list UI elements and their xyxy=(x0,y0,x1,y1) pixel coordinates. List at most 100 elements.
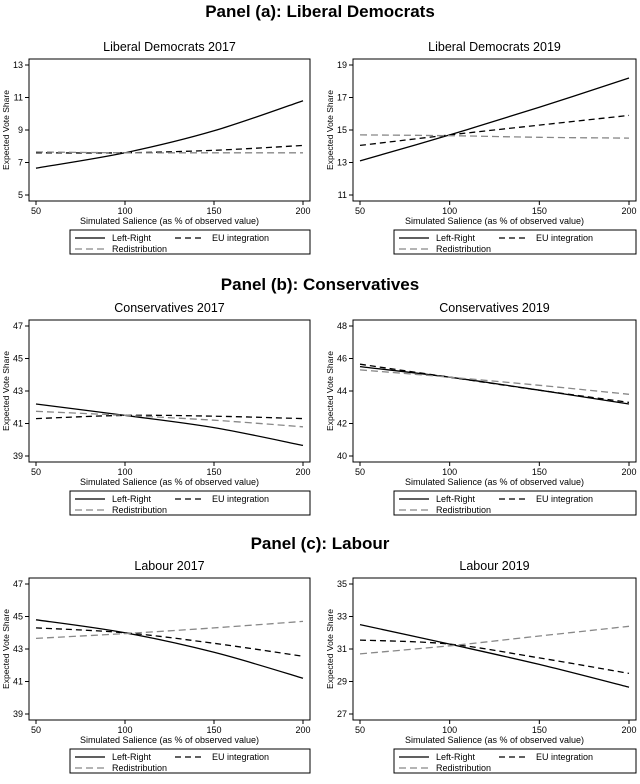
y-tick-label: 47 xyxy=(13,321,23,331)
x-tick-label: 100 xyxy=(117,725,132,735)
x-axis-label: Simulated Salience (as % of observed val… xyxy=(405,216,584,226)
x-axis-label: Simulated Salience (as % of observed val… xyxy=(405,477,584,487)
x-tick-label: 200 xyxy=(295,467,310,477)
chart-liberal-democrats-2019: Liberal Democrats 2019 11 13 15 17 19 50 100 150… xyxy=(325,40,637,255)
y-axis-label: Expected Vote Share xyxy=(325,609,335,689)
y-axis-label: Expected Vote Share xyxy=(325,90,335,170)
y-axis-label: Expected Vote Share xyxy=(1,90,11,170)
series-line-eu-integration xyxy=(359,363,630,404)
x-tick-label: 150 xyxy=(532,467,547,477)
series-line-redistribution xyxy=(35,151,303,154)
y-tick-label: 11 xyxy=(14,93,23,103)
series-line-left-right xyxy=(359,77,630,162)
legend xyxy=(393,490,637,516)
x-axis-label: Simulated Salience (as % of observed val… xyxy=(80,477,259,487)
panel-title: Panel (b): Conservatives xyxy=(221,275,419,294)
y-tick-label: 33 xyxy=(337,612,347,622)
y-tick-label: 5 xyxy=(18,190,23,200)
x-tick-label: 200 xyxy=(621,206,636,216)
x-tick-label: 200 xyxy=(295,725,310,735)
x-tick-label: 50 xyxy=(31,206,41,216)
x-tick-label: 50 xyxy=(355,467,365,477)
x-tick-label: 150 xyxy=(532,725,547,735)
y-tick-label: 13 xyxy=(337,158,347,168)
x-tick-label: 100 xyxy=(442,467,457,477)
y-tick-label: 11 xyxy=(338,190,347,200)
chart-title: Labour 2019 xyxy=(459,559,529,573)
legend-label: EU integration xyxy=(536,233,593,243)
series-line-redistribution xyxy=(359,134,630,139)
x-tick-label: 200 xyxy=(295,206,310,216)
y-tick-label: 7 xyxy=(18,158,23,168)
x-tick-label: 50 xyxy=(355,725,365,735)
y-tick-label: 47 xyxy=(13,579,23,589)
x-tick-label: 200 xyxy=(621,725,636,735)
y-axis-label: Expected Vote Share xyxy=(325,351,335,431)
x-tick-label: 100 xyxy=(117,467,132,477)
series-line-left-right xyxy=(359,623,630,688)
plot-frame xyxy=(28,577,311,721)
chart-title: Liberal Democrats 2017 xyxy=(103,40,236,54)
y-tick-label: 41 xyxy=(13,677,23,687)
y-tick-label: 45 xyxy=(13,354,23,364)
y-tick-label: 41 xyxy=(13,419,23,429)
legend-label: Left-Right xyxy=(112,233,152,243)
panel-title: Panel (a): Liberal Democrats xyxy=(205,2,435,21)
chart-conservatives-2019: Conservatives 2019 40 42 44 46 48 50 100 150 200 S… xyxy=(325,301,637,516)
legend xyxy=(69,229,311,255)
series-line-redistribution xyxy=(35,410,304,428)
x-tick-label: 150 xyxy=(206,467,221,477)
y-tick-label: 15 xyxy=(337,125,347,135)
y-axis-label: Expected Vote Share xyxy=(1,609,11,689)
series-line-eu-integration xyxy=(359,639,630,675)
x-tick-label: 150 xyxy=(206,725,221,735)
series-line-left-right xyxy=(35,619,304,679)
chart-labour-2017: Labour 2017 39 41 43 45 47 50 100 150 200 Simulate… xyxy=(1,559,311,774)
y-tick-label: 44 xyxy=(337,386,347,396)
plot-frame xyxy=(28,319,311,463)
legend-label: Redistribution xyxy=(436,763,491,773)
series-line-eu-integration xyxy=(35,144,304,154)
x-tick-label: 100 xyxy=(442,725,457,735)
series-line-eu-integration xyxy=(35,414,304,420)
chart-conservatives-2017: Conservatives 2017 39 41 43 45 47 50 100 150 200 S… xyxy=(1,301,311,516)
y-tick-label: 13 xyxy=(13,60,23,70)
legend-label: EU integration xyxy=(536,494,593,504)
chart-liberal-democrats-2017: Liberal Democrats 2017 5 7 9 11 13 50 100 150 200… xyxy=(1,40,311,255)
chart-title: Liberal Democrats 2019 xyxy=(428,40,561,54)
plot-frame xyxy=(28,58,311,202)
chart-title: Labour 2017 xyxy=(134,559,204,573)
y-tick-label: 46 xyxy=(337,354,347,364)
legend xyxy=(393,229,637,255)
x-axis-label: Simulated Salience (as % of observed val… xyxy=(80,735,259,745)
y-tick-label: 48 xyxy=(337,321,347,331)
legend-label: Left-Right xyxy=(112,494,152,504)
x-axis-label: Simulated Salience (as % of observed val… xyxy=(80,216,259,226)
y-tick-label: 29 xyxy=(337,677,347,687)
series-line-redistribution xyxy=(35,620,304,640)
legend-label: Redistribution xyxy=(112,244,167,254)
y-tick-label: 39 xyxy=(13,709,23,719)
y-tick-label: 39 xyxy=(13,451,23,461)
x-tick-label: 150 xyxy=(206,206,221,216)
legend xyxy=(393,748,637,774)
y-tick-label: 45 xyxy=(13,612,23,622)
panel-title: Panel (c): Labour xyxy=(251,534,390,553)
chart-title: Conservatives 2019 xyxy=(439,301,550,315)
y-tick-label: 43 xyxy=(13,386,23,396)
legend-label: EU integration xyxy=(536,752,593,762)
chart-labour-2019: Labour 2019 27 29 31 33 35 50 100 150 200 Simulate… xyxy=(325,559,637,774)
x-tick-label: 50 xyxy=(355,206,365,216)
legend xyxy=(69,748,311,774)
plot-frame xyxy=(352,577,637,721)
series-line-redistribution xyxy=(359,369,630,395)
series-line-left-right xyxy=(35,403,304,447)
legend-label: Redistribution xyxy=(436,505,491,515)
y-tick-label: 40 xyxy=(337,451,347,461)
x-axis-label: Simulated Salience (as % of observed val… xyxy=(405,735,584,745)
series-line-left-right xyxy=(359,365,630,405)
legend-label: EU integration xyxy=(212,752,269,762)
y-axis-label: Expected Vote Share xyxy=(1,351,11,431)
legend-label: Redistribution xyxy=(436,244,491,254)
